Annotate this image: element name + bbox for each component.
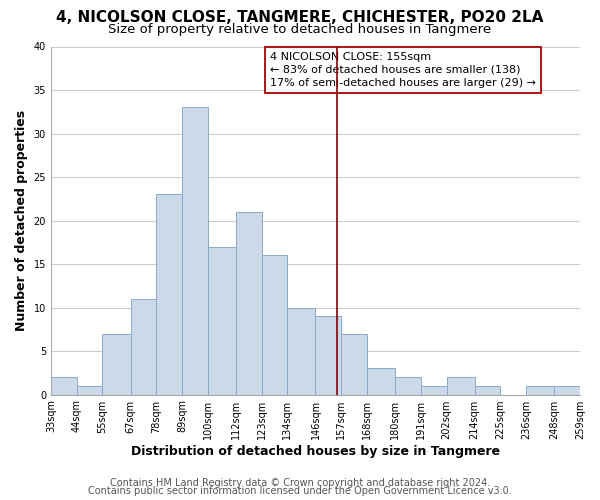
Bar (287, 308, 316, 394)
Text: Size of property relative to detached houses in Tangmere: Size of property relative to detached ho… (109, 22, 491, 36)
X-axis label: Distribution of detached houses by size in Tangmere: Distribution of detached houses by size … (131, 444, 500, 458)
Bar (156, 194, 182, 394)
Bar (77, 386, 103, 394)
Bar (51, 377, 77, 394)
Bar (103, 334, 131, 394)
Bar (446, 377, 475, 394)
Text: 4, NICOLSON CLOSE, TANGMERE, CHICHESTER, PO20 2LA: 4, NICOLSON CLOSE, TANGMERE, CHICHESTER,… (56, 10, 544, 25)
Bar (316, 316, 341, 394)
Text: 4 NICOLSON CLOSE: 155sqm
← 83% of detached houses are smaller (138)
17% of semi-: 4 NICOLSON CLOSE: 155sqm ← 83% of detach… (271, 52, 536, 88)
Y-axis label: Number of detached properties: Number of detached properties (15, 110, 28, 331)
Bar (395, 377, 421, 394)
Bar (262, 256, 287, 394)
Text: Contains public sector information licensed under the Open Government Licence v3: Contains public sector information licen… (88, 486, 512, 496)
Bar (236, 212, 262, 394)
Bar (367, 368, 395, 394)
Bar (421, 386, 446, 394)
Bar (341, 334, 367, 394)
Bar (475, 386, 500, 394)
Bar (131, 299, 156, 394)
Bar (554, 386, 580, 394)
Bar (182, 108, 208, 395)
Text: Contains HM Land Registry data © Crown copyright and database right 2024.: Contains HM Land Registry data © Crown c… (110, 478, 490, 488)
Bar (208, 246, 236, 394)
Bar (526, 386, 554, 394)
